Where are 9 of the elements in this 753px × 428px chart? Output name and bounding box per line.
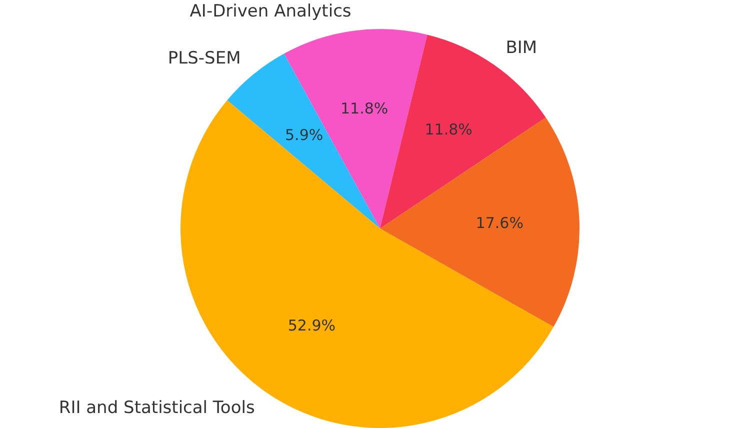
- slice-label: RII and Statistical Tools: [58, 398, 255, 418]
- data-label: 5.9%: [285, 126, 324, 144]
- data-label: 17.6%: [476, 214, 524, 232]
- data-label: 11.8%: [340, 100, 388, 118]
- data-label: 11.8%: [424, 120, 472, 138]
- data-label: 52.9%: [288, 316, 336, 335]
- slice-label: BIM: [506, 38, 538, 58]
- slice-label: PLS-SEM: [168, 48, 241, 68]
- slice-label: AI-Driven Analytics: [190, 1, 352, 22]
